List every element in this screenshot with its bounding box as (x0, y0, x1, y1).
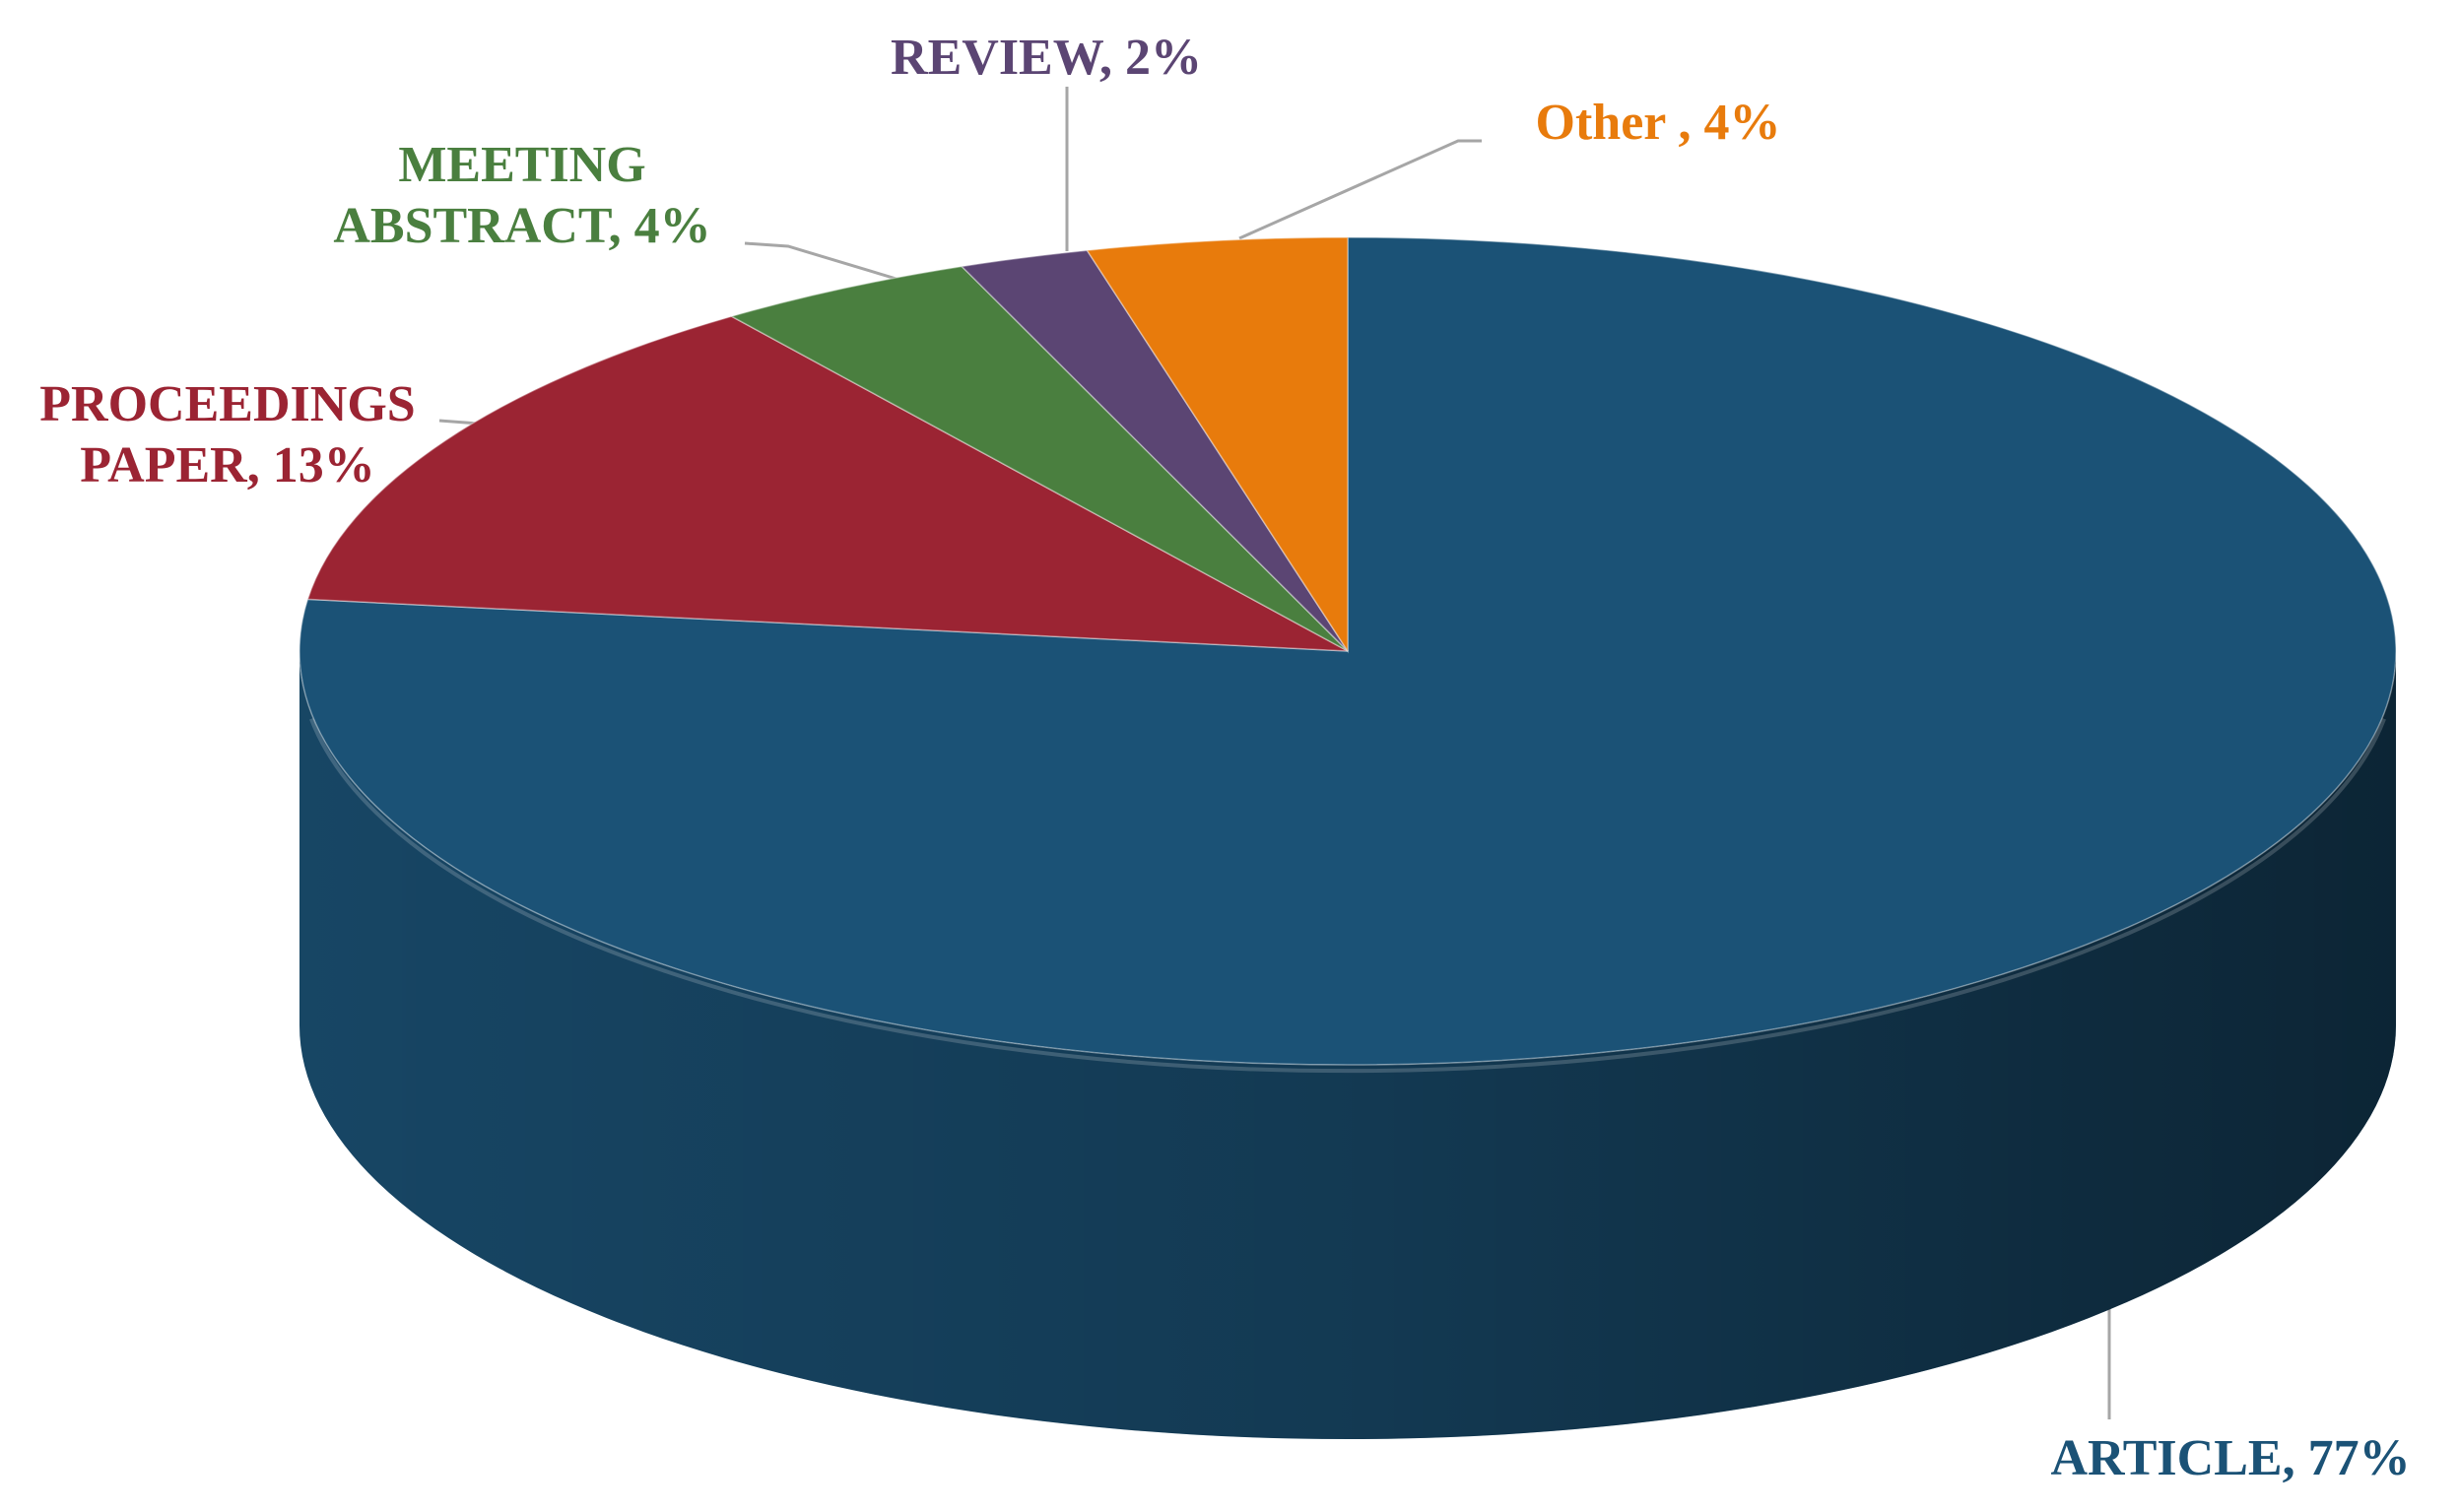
value-label: 13% (272, 437, 375, 493)
pie-sides (299, 651, 2396, 1439)
label-separator: , (1098, 30, 1125, 86)
label-separator: , (608, 198, 634, 254)
category-name: REVIEW (891, 30, 1099, 86)
label-separator: , (1678, 95, 1704, 151)
value-label: 2% (1124, 30, 1202, 86)
label-separator: , (2282, 1430, 2308, 1486)
category-name: MEETING ABSTRACT (333, 137, 656, 254)
rim-highlight (309, 718, 2386, 1074)
pie-slice (306, 315, 1349, 652)
category-name: PROCEEDINGS PAPER (39, 376, 429, 493)
data-label: MEETING ABSTRACT, 4% (291, 135, 754, 257)
category-name: Other (1535, 95, 1679, 151)
leader-line (744, 241, 910, 285)
pie-tops (299, 236, 2397, 1074)
leader-line (1238, 139, 1482, 240)
value-label: 4% (633, 198, 711, 254)
pie-slice (729, 265, 1349, 652)
pie-slice (1086, 236, 1349, 654)
leader-lines (438, 87, 2111, 1419)
data-label: PROCEEDINGS PAPER, 13% (11, 374, 444, 496)
value-label: 4% (1703, 95, 1781, 151)
category-name: ARTICLE (2050, 1430, 2283, 1486)
value-label: 77% (2307, 1430, 2411, 1486)
data-label: REVIEW, 2% (751, 28, 1342, 89)
label-separator: , (246, 437, 273, 493)
pie-slice (299, 236, 2397, 1066)
data-label: ARTICLE, 77% (1925, 1428, 2459, 1489)
data-label: Other , 4% (1402, 93, 1914, 154)
pie-slice (960, 249, 1349, 652)
side-shade (299, 651, 2396, 1439)
